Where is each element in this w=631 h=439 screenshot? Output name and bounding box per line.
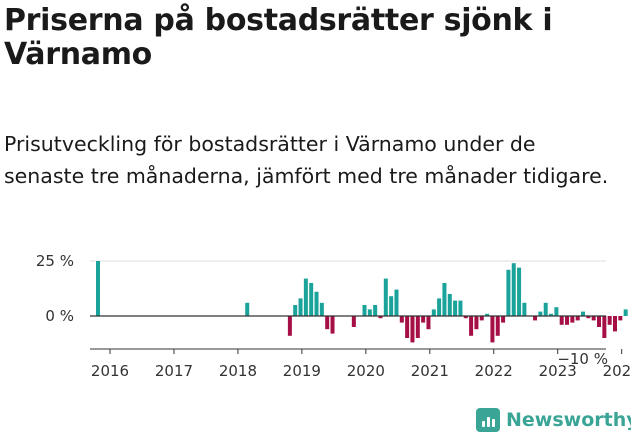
bar [565,316,570,325]
bar [485,313,490,316]
axes: 25 % 0 % −10 % 2016 2017 2018 2019 2020 2021 2022… [36,252,631,380]
bar [437,298,442,316]
bar [586,316,591,319]
bar [469,316,474,336]
y-tick-label: 0 % [45,307,74,325]
bar [298,298,303,316]
bar [96,261,100,316]
bar [405,316,410,338]
x-tick-label: 2018 [219,362,257,380]
bar [309,283,314,316]
bar [373,305,378,316]
bar [453,300,458,316]
x-tick-label: 2021 [411,362,449,380]
bar [351,316,356,327]
bar [442,283,447,316]
bar [463,316,468,319]
bar [287,316,292,336]
bar [570,316,575,323]
chart-subtitle: Prisutveckling för bostadsrätter i Värna… [4,132,609,188]
brand-name: Newsworthy [506,409,631,431]
bars [96,261,628,343]
bar [447,294,452,316]
newsworthy-logo: Newsworthy [476,408,631,432]
bar [293,305,298,316]
bar [495,316,500,336]
bar [490,316,495,343]
x-tick-label: 2024 [603,362,631,380]
bar [383,278,388,316]
bar [426,316,431,330]
bar [479,316,484,321]
bar [591,316,596,321]
bar [378,316,383,319]
y-tick-label: −10 % [557,350,608,368]
x-tick-label: 2017 [155,362,193,380]
bar [511,263,516,316]
bar [410,316,415,343]
bar [517,267,522,316]
y-tick-label: 25 % [36,252,74,270]
x-tick-label: 2022 [475,362,513,380]
bar [506,269,511,316]
bar [623,309,628,316]
bar [367,309,372,316]
x-tick-label: 2023 [539,362,577,380]
bar [314,291,319,316]
x-tick-label: 2020 [347,362,385,380]
bar [522,302,527,316]
bar [362,305,367,316]
bar [613,316,617,332]
chart-title: Priserna på bostadsrätter sjönk i Värnam… [4,3,553,72]
bar [602,316,607,338]
bar [549,313,554,316]
bar [474,316,479,330]
bar-chart-logo-icon [476,408,500,432]
bar [399,316,404,323]
bar [415,316,420,338]
bar [501,316,506,323]
x-tick-label: 2019 [283,362,321,380]
bar [245,302,250,316]
bar [554,307,559,316]
bar [543,302,548,316]
bar [319,302,324,316]
bar [607,316,612,325]
bar [458,300,463,316]
bar [389,296,394,316]
bar [581,311,586,316]
bar [597,316,602,327]
bar [325,316,330,330]
bar [559,316,564,325]
bar [538,311,543,316]
bar [431,309,436,316]
bar-chart: 25 % 0 % −10 % 2016 2017 2018 2019 2020 2021 2022… [36,252,631,380]
x-tick-label: 2016 [91,362,129,380]
bar [533,316,538,321]
bar [303,278,308,316]
bar [394,289,399,316]
bar [618,316,623,321]
bar [575,316,580,321]
bar [421,316,426,323]
bar [330,316,335,334]
